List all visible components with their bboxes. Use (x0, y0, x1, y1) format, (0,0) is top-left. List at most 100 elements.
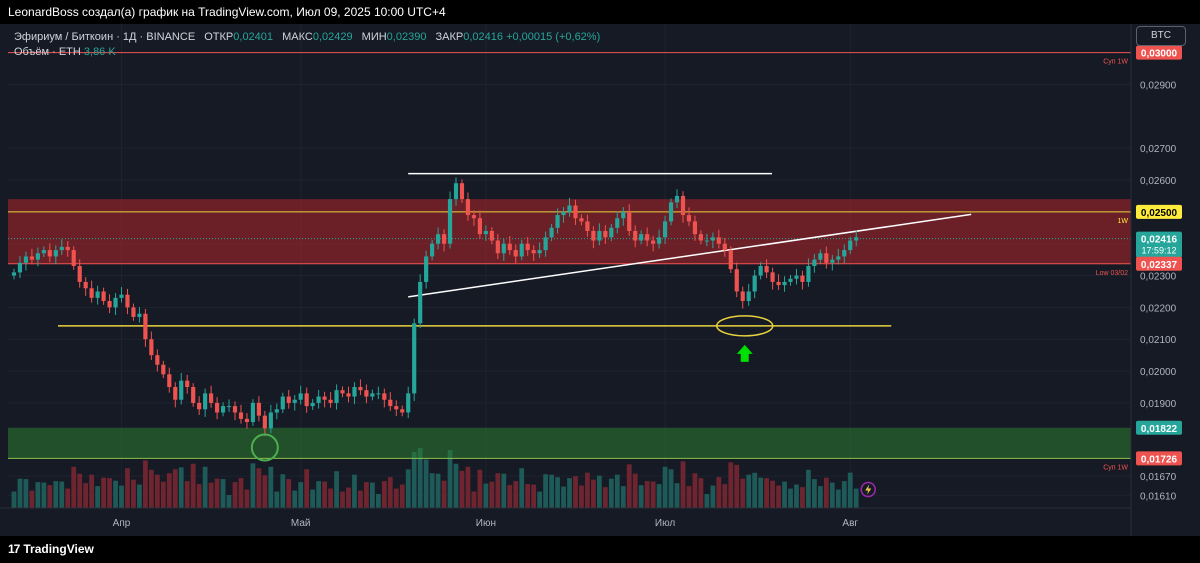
candle-body (406, 393, 411, 413)
candle-body (89, 288, 94, 298)
candle-body (465, 199, 471, 216)
candle-body (328, 399, 333, 403)
legend-high-label: МАКС (282, 31, 313, 43)
volume-bar (29, 490, 35, 508)
volume-bar (154, 474, 160, 508)
candle-body (232, 406, 238, 413)
candle-body (430, 243, 435, 257)
candle-body (352, 387, 357, 397)
volume-bar (722, 484, 728, 508)
candle-body (47, 250, 52, 257)
price-badge (1136, 420, 1182, 435)
footer-bar: 17 TradingView (0, 536, 1200, 563)
candle-body (400, 409, 405, 413)
candle-body (686, 215, 692, 222)
volume-bar (835, 489, 841, 508)
candle-body (370, 393, 375, 397)
candle-body (286, 396, 291, 403)
candle-body (453, 183, 459, 200)
volume-bar (286, 479, 292, 508)
candle-body (226, 406, 232, 408)
candle-body (65, 246, 70, 251)
up-arrow-icon (736, 344, 753, 362)
price-badge (1136, 45, 1182, 60)
candle-body (615, 218, 620, 228)
candle-body (728, 250, 733, 270)
candle-body (746, 291, 751, 302)
volume-bar (549, 474, 554, 508)
volume-bar (131, 479, 136, 508)
candle-body (806, 266, 811, 282)
volume-bar (746, 474, 752, 508)
candle-body (579, 218, 584, 222)
candle-body (143, 313, 148, 340)
candle-body (412, 323, 417, 394)
candle-body (364, 390, 369, 397)
candle-body (155, 355, 160, 365)
candle-body (704, 240, 709, 242)
legend-close-value: 0,02416 (463, 31, 503, 43)
candle-body (501, 243, 506, 254)
volume-bar (208, 482, 214, 508)
price-badge (1136, 451, 1182, 466)
candle-body (489, 230, 494, 241)
candle-body (95, 291, 100, 298)
legend-low-value: 0,02390 (386, 31, 427, 43)
candle-body (382, 393, 387, 400)
volume-bar (143, 460, 148, 508)
legend-volume-label: Объём · ETH (14, 46, 81, 58)
volume-bar (280, 474, 286, 508)
y-tick-label: 0,02600 (1140, 176, 1177, 187)
volume-bar (489, 481, 495, 508)
volume-bar (148, 469, 154, 508)
volume-bar (614, 474, 620, 508)
volume-bar (602, 487, 608, 508)
volume-bar (107, 478, 112, 508)
volume-bar (238, 478, 244, 508)
volume-bar (47, 485, 53, 508)
volume-bar (59, 481, 65, 508)
volume-bar (853, 488, 859, 508)
volume-bar (334, 471, 339, 508)
volume-bar (841, 481, 847, 508)
candle-body (149, 339, 154, 356)
volume-bar (668, 469, 674, 508)
volume-bar (358, 490, 363, 508)
candle-body (567, 205, 572, 212)
chart-area[interactable]: 0,029000,027000,026000,024000,023000,022… (0, 24, 1200, 536)
candle-body (495, 240, 500, 254)
volume-bar (399, 484, 405, 508)
volume-bar (113, 480, 118, 508)
volume-bar (381, 481, 387, 508)
volume-bar (591, 479, 596, 508)
candle-body (519, 243, 524, 257)
candle-body (770, 272, 775, 282)
candle-body (125, 294, 130, 308)
volume-bar (806, 469, 811, 508)
volume-bar (692, 473, 698, 508)
y-tick-label: 0,01900 (1140, 399, 1177, 410)
volume-bar (644, 481, 650, 508)
volume-bar (160, 481, 166, 508)
volume-bar (184, 481, 190, 508)
currency-button[interactable]: BTC (1136, 26, 1186, 46)
candle-body (113, 297, 118, 308)
volume-bar (495, 473, 501, 508)
legend-change-value: +0,00015 (+0,62%) (506, 31, 601, 43)
volume-bar (244, 489, 250, 508)
support-highlight-circle (250, 433, 279, 462)
volume-bar (310, 489, 316, 508)
candle-body (513, 250, 518, 257)
volume-bar (585, 472, 590, 508)
volume-bar (829, 482, 835, 508)
candle-body (740, 291, 745, 302)
candle-body (101, 291, 106, 302)
tradingview-logo[interactable]: 17 TradingView (8, 542, 94, 556)
candle-body (794, 275, 799, 279)
candle-body (340, 390, 345, 394)
candle-body (83, 281, 88, 289)
price-chart[interactable]: 0,029000,027000,026000,024000,023000,022… (0, 24, 1200, 536)
volume-bar (471, 491, 477, 508)
volume-bar (53, 481, 59, 508)
volume-bar (83, 483, 89, 508)
